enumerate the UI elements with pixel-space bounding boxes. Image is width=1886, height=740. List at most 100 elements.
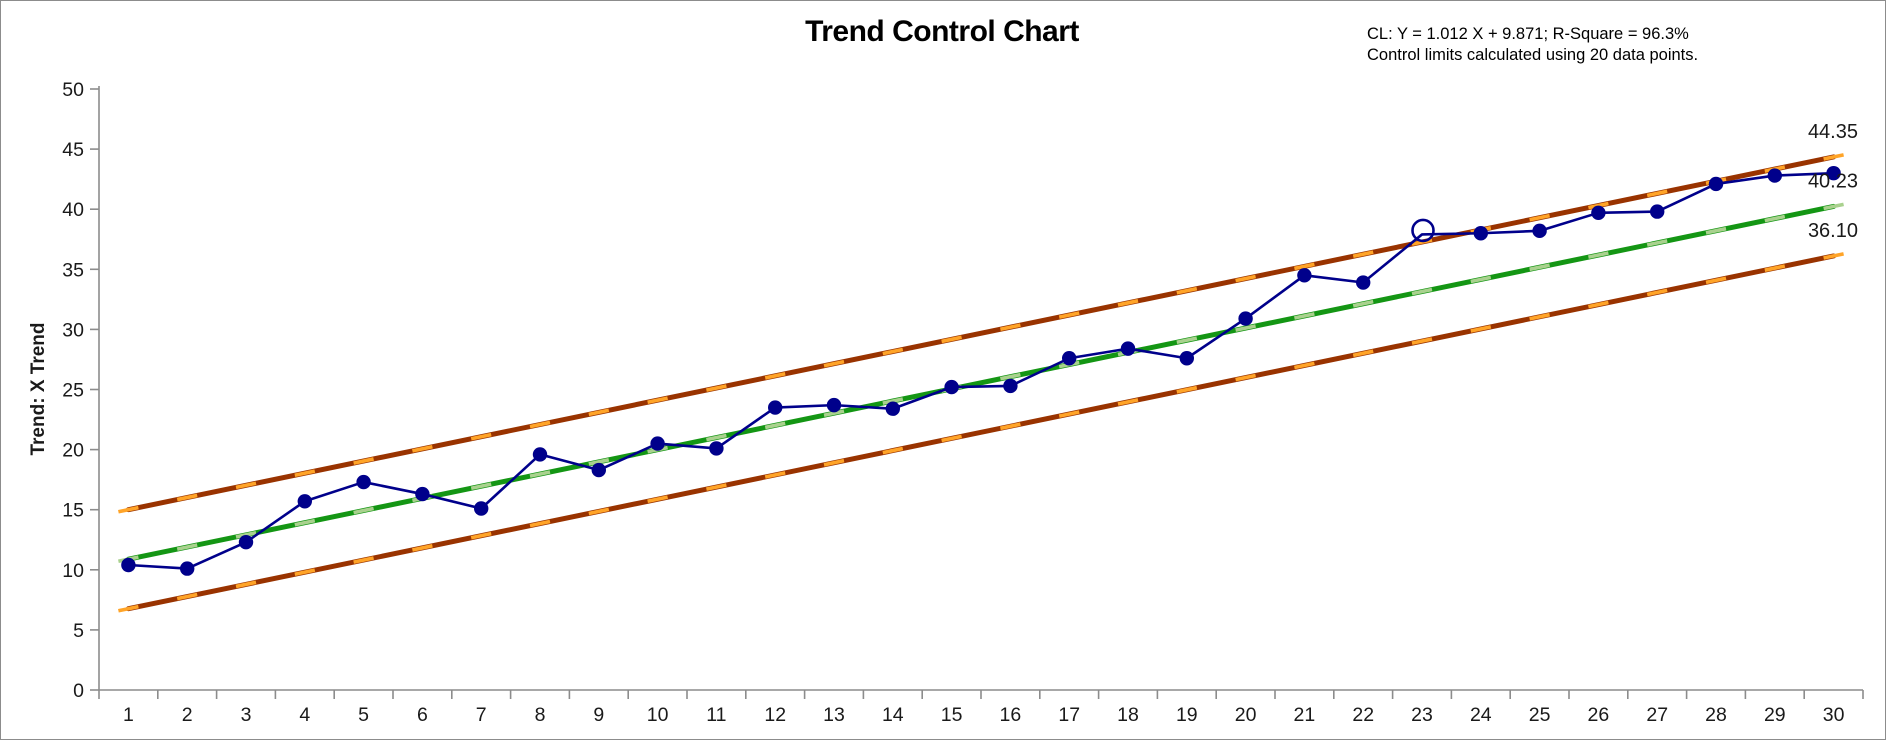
x-tick-label: 10 (647, 704, 669, 726)
center-line-dash-marker (529, 470, 551, 478)
y-tick-label: 40 (62, 199, 84, 221)
data-point-marker (297, 494, 312, 509)
ucl-dash-marker (823, 359, 845, 368)
data-point-marker (885, 401, 900, 416)
center-line-dash-marker (1646, 239, 1668, 247)
lcl-dash-marker (1823, 252, 1844, 260)
center-line-dash-marker (235, 531, 257, 539)
data-point-marker (180, 561, 195, 576)
lcl-dash-marker (882, 446, 904, 455)
center-line-dash-marker (823, 409, 845, 418)
data-point-marker (1708, 176, 1724, 192)
lcl-dash-marker (1058, 410, 1080, 418)
lcl-dash-marker (1294, 361, 1315, 370)
out-of-control-marker (1411, 218, 1435, 243)
x-tick-label: 21 (1294, 704, 1316, 726)
ucl-dash-marker (1352, 250, 1374, 259)
x-tick-label: 30 (1823, 704, 1845, 726)
x-tick-label: 29 (1764, 704, 1786, 726)
center-line-end-label: 40.23 (1808, 170, 1858, 192)
center-line-dash-marker (1352, 299, 1374, 308)
lcl-dash-marker (823, 458, 845, 467)
ucl-dash-marker (1000, 323, 1021, 332)
center-line-dash-marker (1529, 263, 1550, 272)
x-tick-label: 28 (1705, 704, 1727, 726)
center-line-dash-marker (764, 421, 786, 430)
x-tick-label: 7 (476, 704, 487, 726)
data-point-marker (1179, 351, 1195, 366)
center-line-dash-marker (1764, 214, 1786, 223)
data-point-marker (532, 447, 548, 462)
y-tick-label: 5 (73, 620, 84, 642)
center-line-dash-marker (294, 518, 316, 527)
ucl-dash-marker (1176, 286, 1198, 295)
ucl-dash-marker (1588, 201, 1609, 210)
data-point-marker (474, 501, 489, 516)
data-point-marker (415, 486, 430, 502)
x-tick-label: 13 (823, 704, 845, 726)
ucl-dash-marker (1235, 274, 1256, 283)
lcl-dash-marker (1646, 288, 1668, 297)
center-line-dash-marker (176, 543, 198, 551)
center-line-dash-marker (1470, 275, 1492, 284)
lcl-dash-marker (1117, 398, 1139, 406)
data-point-marker (238, 534, 254, 550)
x-tick-label: 11 (706, 704, 726, 726)
lcl-dash-marker (294, 568, 316, 577)
annotation-cl-equation: CL: Y = 1.012 X + 9.871; R-Square = 96.3… (1367, 25, 1689, 43)
y-tick-label: 10 (62, 560, 84, 582)
ucl-dash-marker (1823, 153, 1844, 161)
lcl-dash-marker (588, 507, 610, 516)
ucl-dash-marker (529, 420, 551, 429)
data-point-marker (944, 379, 959, 395)
y-tick-label: 20 (62, 440, 84, 462)
x-tick-label: 15 (941, 704, 963, 726)
x-tick-label: 4 (299, 704, 310, 726)
lcl-dash-marker (118, 604, 139, 613)
data-point-marker (1120, 341, 1136, 356)
annotation-control-limits-note: Control limits calculated using 20 data … (1367, 46, 1699, 64)
x-tick-label: 24 (1470, 704, 1492, 726)
x-tick-label: 20 (1235, 704, 1257, 726)
center-line-dash-marker (1823, 202, 1844, 211)
data-point-marker (768, 400, 783, 415)
ucl-dash-marker (1646, 189, 1668, 198)
ucl-dash-marker (941, 335, 962, 344)
chart-annotation: CL: Y = 1.012 X + 9.871; R-Square = 96.3… (1367, 24, 1698, 66)
ucl-dash-marker (470, 432, 492, 441)
lcl-dash-marker (235, 580, 257, 589)
data-point-marker (356, 474, 371, 490)
lcl-dash-marker (1411, 337, 1433, 345)
x-tick-label: 8 (535, 704, 546, 726)
x-tick-label: 16 (1000, 704, 1022, 726)
chart-title: Trend Control Chart (805, 15, 1079, 48)
data-point-marker (591, 462, 606, 478)
ucl-dash-marker (1294, 262, 1315, 271)
lcl-dash-marker (706, 483, 727, 491)
lcl-line (125, 253, 1837, 612)
x-tick-label: 14 (882, 704, 904, 726)
x-tick-label: 22 (1352, 704, 1374, 726)
data-point-marker (1297, 268, 1312, 283)
x-tick-label: 6 (417, 704, 428, 726)
x-tick-label: 25 (1529, 704, 1551, 726)
center-line-dash-marker (1235, 324, 1256, 332)
center-line-dash-marker (588, 458, 610, 466)
lcl-dash-marker (1529, 312, 1550, 321)
ucl-dash-marker (882, 347, 904, 356)
ucl-dash-marker (412, 445, 433, 453)
data-point-marker (1532, 223, 1547, 239)
data-series-line (128, 171, 1834, 570)
lcl-dash-marker (412, 544, 433, 552)
center-line-dash-marker (1294, 312, 1315, 320)
ucl-dash-marker (588, 408, 610, 417)
x-tick-label: 26 (1588, 704, 1610, 726)
data-point-marker (1003, 378, 1018, 394)
lcl-dash-marker (1705, 276, 1727, 285)
lcl-dash-marker (764, 471, 786, 479)
lcl-dash-marker (470, 531, 492, 540)
center-line-dash-marker (353, 506, 374, 515)
ucl-dash-marker (1117, 299, 1139, 307)
center-line-dash-marker (1411, 287, 1433, 296)
